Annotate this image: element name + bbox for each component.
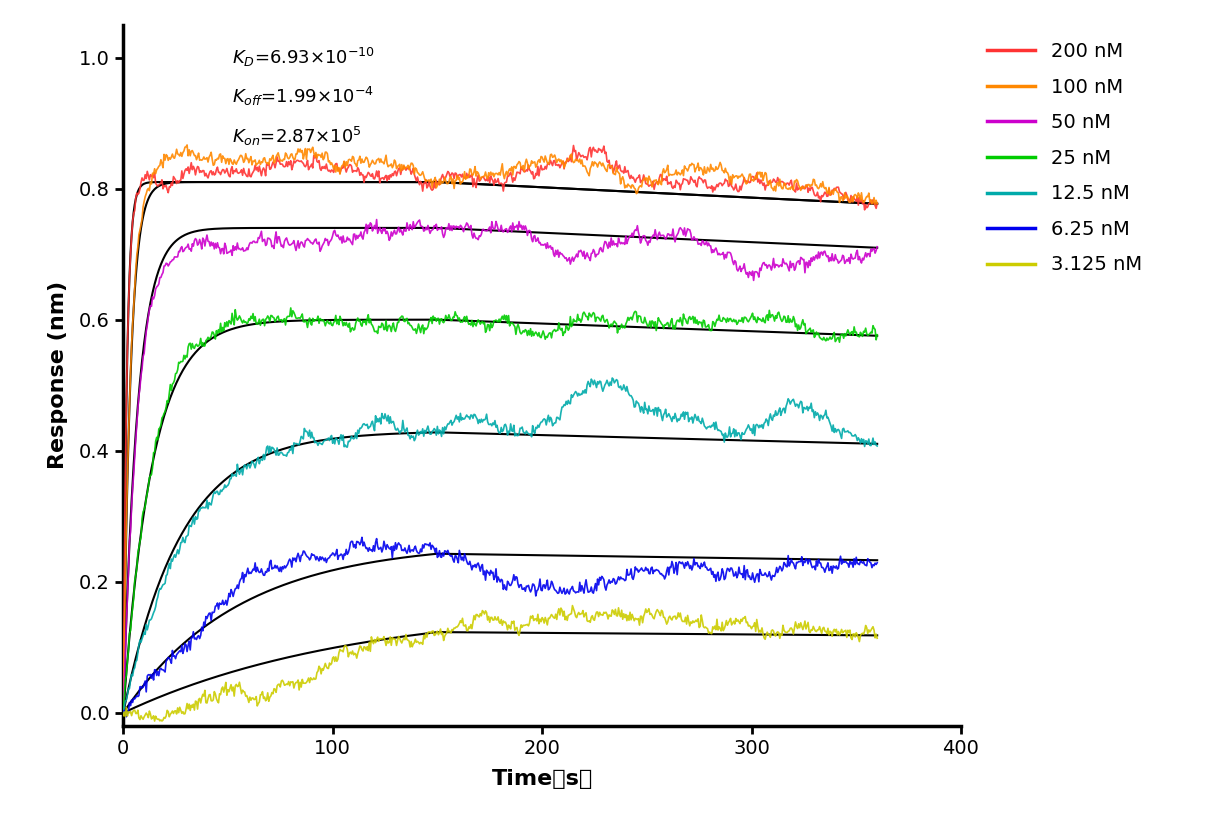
Legend: 200 nM, 100 nM, 50 nM, 25 nM, 12.5 nM, 6.25 nM, 3.125 nM: 200 nM, 100 nM, 50 nM, 25 nM, 12.5 nM, 6…	[979, 35, 1149, 282]
X-axis label: Time（s）: Time（s）	[492, 769, 593, 790]
Text: $K_D$=6.93×10$^{-10}$
$K_{off}$=1.99×10$^{-4}$
$K_{on}$=2.87×10$^{5}$: $K_D$=6.93×10$^{-10}$ $K_{off}$=1.99×10$…	[232, 45, 376, 148]
Y-axis label: Response (nm): Response (nm)	[48, 281, 68, 469]
